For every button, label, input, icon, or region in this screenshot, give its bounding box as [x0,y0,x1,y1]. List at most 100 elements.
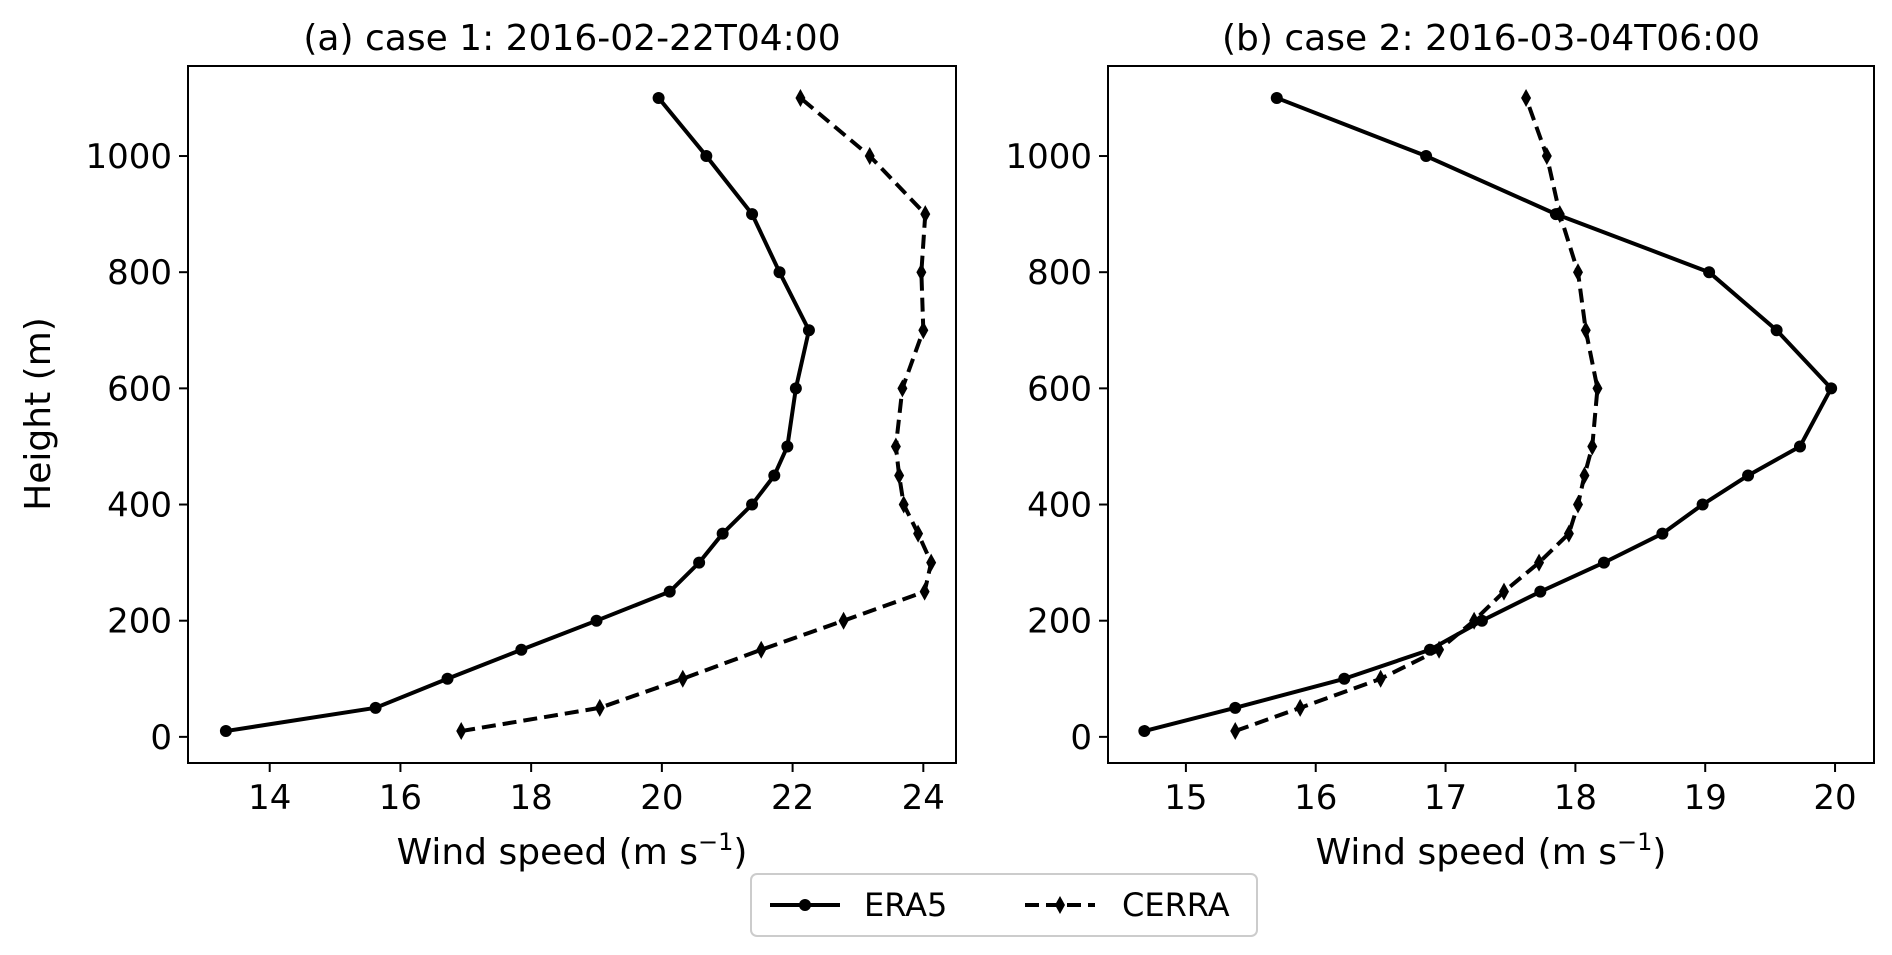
data-point-era5-b-16 [1270,91,1283,104]
data-point-cerra-a-1 [594,698,605,717]
data-point-era5-b-6 [1597,556,1610,569]
y-tick-label-b-0: 0 [1070,718,1092,758]
x-axis-label-b: Wind speed (m s−1) [1316,828,1667,873]
x-tick-label-a-4: 22 [771,778,814,818]
legend: ERA5 CERRA [750,873,1258,937]
data-point-cerra-a-6 [926,553,937,572]
x-tick-label-a-2: 18 [510,778,553,818]
x-tick-label-b-1: 16 [1294,778,1337,818]
x-tick-label-b-2: 17 [1424,778,1467,818]
data-point-cerra-a-2 [677,669,688,688]
y-tick-label-b-2: 400 [1027,486,1092,526]
data-point-cerra-b-4 [1469,611,1480,630]
data-point-era5-a-8 [746,498,759,511]
data-point-era5-b-8 [1696,498,1709,511]
data-point-cerra-a-16 [795,88,806,107]
data-point-era5-a-1 [369,701,382,714]
data-point-era5-a-2 [441,672,454,685]
data-point-era5-a-5 [663,585,676,598]
data-point-era5-a-6 [693,556,706,569]
data-point-era5-b-11 [1825,382,1838,395]
data-point-era5-a-14 [746,208,759,221]
data-point-cerra-b-3 [1434,640,1445,659]
data-point-era5-b-7 [1656,527,1669,540]
legend-label-cerra: CERRA [1122,886,1230,924]
data-point-era5-a-16 [652,91,665,104]
y-tick-label-a-5: 1000 [85,137,172,177]
series-line-cerra-b [1234,97,1600,733]
legend-box [750,873,1258,937]
chart-title-a: (a) case 1: 2016-02-22T04:00 [303,18,840,59]
y-tick-label-a-0: 0 [150,718,172,758]
data-point-era5-b-5 [1534,585,1547,598]
data-point-cerra-a-13 [916,263,927,282]
data-point-cerra-b-14 [1554,205,1565,224]
series-line-era5-a [225,96,811,734]
data-point-cerra-b-9 [1579,466,1590,485]
x-tick-label-a-1: 16 [379,778,422,818]
series-line-cerra-a [460,96,934,734]
y-tick-label-a-2: 400 [107,486,172,526]
data-point-era5-a-9 [768,469,781,482]
data-point-cerra-b-5 [1498,582,1509,601]
legend-marker-era5 [799,899,811,911]
plot-area-a: 14 16 18 20 22 24 0 200 400 600 800 1000 [85,88,945,818]
data-point-era5-a-13 [773,266,786,279]
y-tick-label-a-3: 600 [107,369,172,409]
data-point-cerra-b-1 [1295,698,1306,717]
data-point-cerra-b-8 [1572,495,1583,514]
y-tick-label-a-1: 200 [107,602,172,642]
y-axis-label-a: Height (m) [18,317,59,511]
x-tick-label-b-5: 20 [1813,778,1856,818]
data-point-cerra-a-5 [919,582,930,601]
data-point-era5-a-4 [590,614,603,627]
data-point-cerra-b-16 [1521,88,1532,107]
data-point-era5-b-13 [1703,266,1716,279]
data-point-era5-b-10 [1793,440,1806,453]
data-point-era5-a-12 [802,324,815,337]
y-tick-label-b-4: 800 [1027,253,1092,293]
data-point-era5-b-0 [1138,725,1151,738]
data-point-era5-a-0 [219,725,232,738]
data-point-cerra-a-10 [890,437,901,456]
x-axis-label-a: Wind speed (m s−1) [397,828,748,873]
data-point-cerra-a-0 [456,722,467,741]
data-point-era5-a-7 [716,527,729,540]
x-tick-label-a-5: 24 [902,778,945,818]
y-tick-label-b-5: 1000 [1005,137,1092,177]
data-point-era5-b-1 [1229,701,1242,714]
y-tick-label-b-3: 600 [1027,369,1092,409]
data-point-cerra-b-0 [1230,722,1241,741]
y-tick-label-a-4: 800 [107,253,172,293]
data-point-era5-b-12 [1770,324,1783,337]
x-tick-label-b-4: 19 [1684,778,1727,818]
data-point-cerra-a-9 [894,466,905,485]
series-line-era5-b [1143,96,1834,733]
x-tick-label-a-0: 14 [248,778,291,818]
data-point-era5-b-4 [1475,614,1488,627]
data-point-era5-b-9 [1742,469,1755,482]
data-point-cerra-b-7 [1563,524,1574,543]
legend-item-era5: ERA5 [770,886,947,924]
legend-item-cerra: CERRA [1025,886,1230,924]
data-point-cerra-a-4 [838,611,849,630]
data-point-cerra-a-8 [898,495,909,514]
data-point-cerra-a-3 [756,640,767,659]
data-point-era5-a-11 [789,382,802,395]
data-point-era5-a-3 [515,643,528,656]
data-point-cerra-a-7 [913,524,924,543]
x-tick-label-b-0: 15 [1164,778,1207,818]
data-point-era5-b-15 [1420,150,1433,163]
axes-frame-b [1107,65,1875,764]
data-point-era5-a-10 [781,440,794,453]
x-tick-label-b-3: 18 [1554,778,1597,818]
data-point-cerra-b-6 [1534,553,1545,572]
data-point-era5-a-15 [700,150,713,163]
data-point-cerra-a-14 [920,205,931,224]
legend-label-era5: ERA5 [864,886,947,924]
data-point-cerra-a-12 [918,321,929,340]
data-point-cerra-b-11 [1592,379,1603,398]
